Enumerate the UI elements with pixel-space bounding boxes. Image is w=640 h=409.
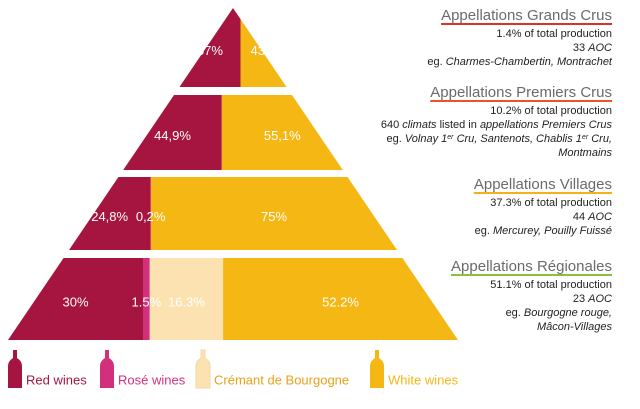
description-run: appellations Premiers Crus	[480, 119, 613, 131]
description-line: eg. Charmes-Chambertin, Montrachet	[427, 56, 613, 68]
description-run: 44	[573, 211, 588, 223]
description-run: eg.	[387, 133, 405, 145]
segment-label: 57%	[197, 43, 223, 58]
description-run: 37.3% of total production	[490, 197, 612, 209]
description-line: eg. Volnay 1er Cru, Santenots, Chablis 1…	[387, 133, 612, 145]
segment-label: 1.5%	[132, 294, 162, 309]
description-line: Montmains	[558, 147, 612, 159]
level-descriptions: Appellations Grands Crus 1.4% of total pr…	[381, 7, 613, 333]
level-title: Appellations Grands Crus	[441, 7, 612, 24]
segment-label: 16.3%	[168, 294, 205, 309]
description-run: Montmains	[558, 147, 612, 159]
description-run: Cru,	[588, 133, 612, 145]
segment-label: 55,1%	[264, 128, 301, 143]
description-run: 10.2% of total production	[490, 105, 612, 117]
description-line: 33 AOC	[573, 42, 612, 54]
legend-label: Rosé wines	[118, 372, 186, 387]
description-line: eg. Bourgogne rouge,	[506, 307, 612, 319]
legend-label: White wines	[388, 372, 459, 387]
bottle-icon	[8, 350, 22, 388]
segment-label: 75%	[261, 209, 287, 224]
description-run: 1.4% of total production	[496, 28, 612, 40]
description-run: 51.1% of total production	[490, 279, 612, 291]
description-run: Volnay 1	[405, 133, 447, 145]
segment	[150, 177, 151, 250]
description-run: Cru, Santenots, Chablis 1	[454, 133, 582, 145]
description-line: 1.4% of total production	[496, 28, 612, 40]
description-line: 51.1% of total production	[490, 279, 612, 291]
description-line: 44 AOC	[573, 211, 612, 223]
legend: Red wines Rosé wines Crémant de Bourgogne W…	[8, 349, 459, 389]
description-run: 640	[381, 119, 402, 131]
level-title: Appellations Villages	[474, 176, 612, 193]
segment-label: 44,9%	[154, 128, 191, 143]
description-run: er	[582, 134, 589, 141]
description-line: 10.2% of total production	[490, 105, 612, 117]
description-line: 23 AOC	[573, 293, 612, 305]
description-run: Mâcon-Villages	[537, 321, 613, 333]
level-title: Appellations Premiers Crus	[430, 84, 612, 101]
segment-label: 43%	[251, 43, 277, 58]
pyramid-labels: 57% 43% 44,9% 55,1% 24,8% 0,2% 75% 30% 1.5% 16.3%…	[62, 43, 359, 310]
description-run: climats	[402, 119, 437, 131]
description-run: er	[447, 134, 454, 141]
legend-label: Red wines	[26, 372, 87, 387]
segment-label: 24,8%	[91, 209, 128, 224]
description-line: 640 climats listed in appellations Premi…	[381, 119, 613, 131]
segment-label: 52.2%	[322, 294, 359, 309]
description-line: Mâcon-Villages	[537, 321, 613, 333]
level-title: Appellations Régionales	[451, 258, 612, 275]
description-line: eg. Mercurey, Pouilly Fuissé	[475, 225, 612, 237]
segment-label: 0,2%	[136, 209, 166, 224]
description-run: AOC	[587, 293, 612, 305]
pyramid	[8, 8, 458, 340]
segment-label: 30%	[62, 294, 88, 309]
description-line: 37.3% of total production	[490, 197, 612, 209]
description-run: AOC	[587, 211, 612, 223]
description-run: 23	[573, 293, 588, 305]
description-run: Charmes-Chambertin, Montrachet	[446, 56, 613, 68]
bottle-icon	[100, 350, 114, 388]
description-run: eg.	[506, 307, 524, 319]
description-run: 33	[573, 42, 588, 54]
description-run: eg.	[427, 56, 445, 68]
description-run: eg.	[475, 225, 493, 237]
description-run: Bourgogne rouge,	[524, 307, 612, 319]
description-run: Mercurey, Pouilly Fuissé	[493, 225, 612, 237]
description-run: AOC	[587, 42, 612, 54]
segment	[143, 258, 150, 340]
bottle-icon	[370, 350, 384, 388]
description-run: listed in	[437, 119, 480, 131]
legend-label: Crémant de Bourgogne	[214, 372, 349, 387]
segment	[149, 258, 224, 340]
bottle-icon	[195, 349, 211, 389]
